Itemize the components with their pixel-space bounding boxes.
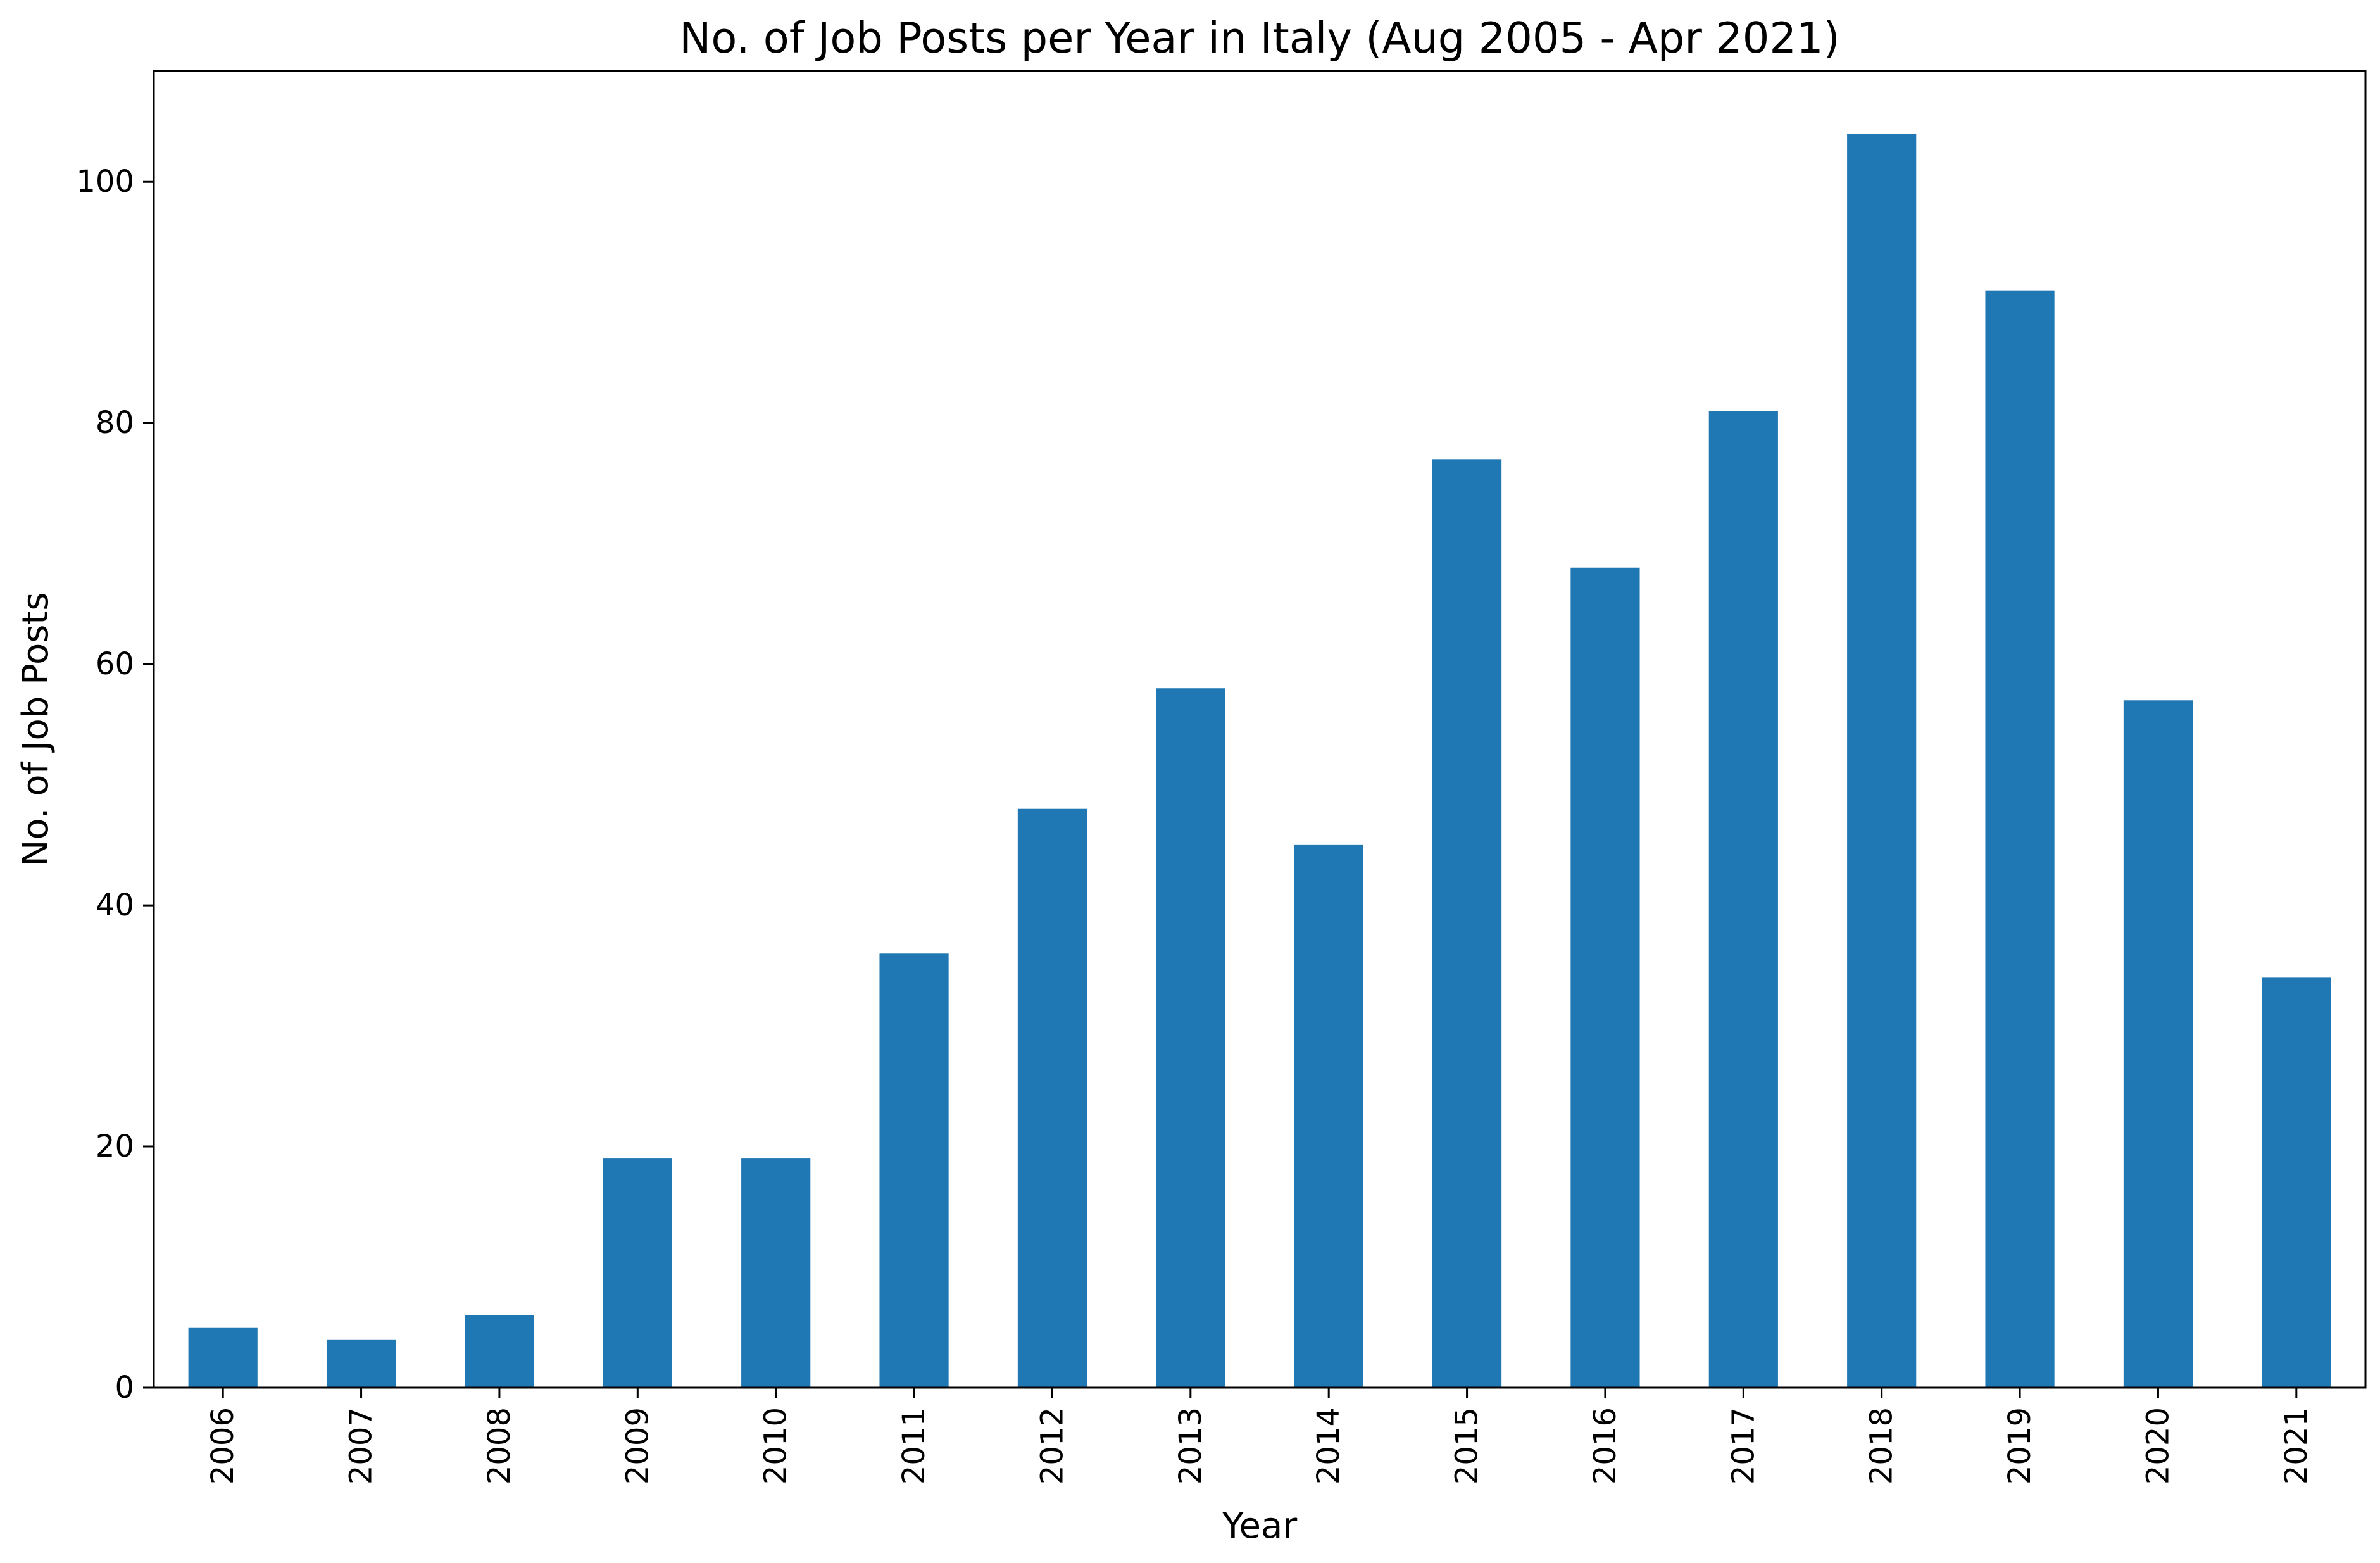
bar-2016 xyxy=(1570,567,1640,1388)
x-tick-label-2008: 2008 xyxy=(482,1407,517,1485)
y-tick-label-0: 0 xyxy=(115,1370,134,1405)
x-tick-label-2020: 2020 xyxy=(2140,1407,2176,1485)
bar-2017 xyxy=(1708,411,1778,1388)
bar-2010 xyxy=(741,1158,811,1388)
bar-2012 xyxy=(1017,808,1087,1388)
x-tick-label-2009: 2009 xyxy=(620,1407,655,1485)
y-tick-label-80: 80 xyxy=(96,405,134,441)
x-tick-label-2010: 2010 xyxy=(758,1407,794,1485)
bar-2015 xyxy=(1432,459,1502,1388)
y-axis-ticks: 0 20 40 60 80 100 xyxy=(76,164,154,1405)
bar-2020 xyxy=(2123,700,2193,1388)
x-tick-label-2015: 2015 xyxy=(1450,1407,1485,1485)
bar-2019 xyxy=(1985,290,2055,1388)
chart-title: No. of Job Posts per Year in Italy (Aug … xyxy=(679,13,1840,63)
x-tick-label-2013: 2013 xyxy=(1173,1407,1208,1485)
y-tick-label-100: 100 xyxy=(76,164,134,199)
bar-2006 xyxy=(188,1327,258,1388)
y-tick-label-60: 60 xyxy=(96,646,134,682)
x-tick-label-2007: 2007 xyxy=(344,1407,379,1485)
x-tick-label-2017: 2017 xyxy=(1726,1407,1761,1485)
bar-2008 xyxy=(465,1315,534,1388)
bar-2013 xyxy=(1156,688,1225,1388)
x-tick-label-2016: 2016 xyxy=(1588,1407,1623,1485)
plot-area-frame xyxy=(153,70,2367,1389)
x-tick-label-2021: 2021 xyxy=(2279,1407,2314,1485)
bar-2011 xyxy=(879,953,949,1388)
bars-layer xyxy=(188,134,2331,1388)
x-axis-ticks: 2006 2007 2008 2009 2010 2011 2012 2013 2014 2015… xyxy=(205,1388,2314,1485)
y-tick-label-20: 20 xyxy=(96,1129,134,1164)
bar-2014 xyxy=(1294,844,1363,1388)
x-tick-label-2012: 2012 xyxy=(1034,1407,1070,1485)
bar-2009 xyxy=(603,1158,672,1388)
x-tick-label-2014: 2014 xyxy=(1311,1407,1346,1485)
x-axis-label: Year xyxy=(1222,1505,1298,1547)
x-tick-label-2011: 2011 xyxy=(896,1407,932,1485)
x-tick-label-2006: 2006 xyxy=(205,1407,241,1485)
y-tick-label-40: 40 xyxy=(96,888,134,923)
x-tick-label-2018: 2018 xyxy=(1864,1407,1900,1485)
bar-2021 xyxy=(2262,977,2331,1388)
x-tick-label-2019: 2019 xyxy=(2002,1407,2038,1485)
bar-2007 xyxy=(326,1339,396,1388)
y-axis-label: No. of Job Posts xyxy=(15,592,56,866)
bar-2018 xyxy=(1847,134,1917,1388)
